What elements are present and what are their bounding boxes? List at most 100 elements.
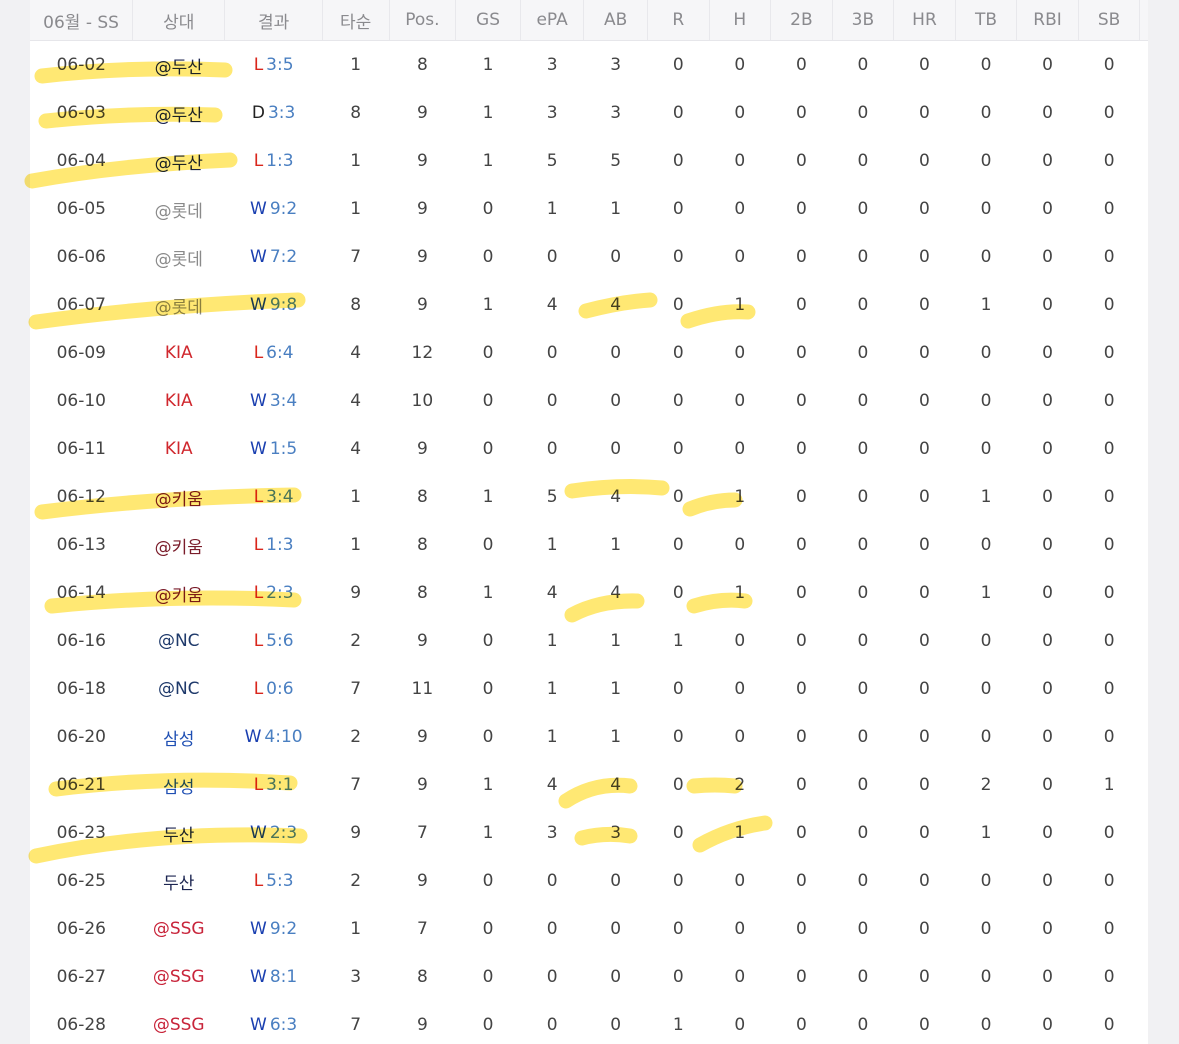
- result-letter: L: [253, 151, 264, 171]
- stat-cell: 4: [610, 487, 622, 507]
- result-letter: W: [250, 1015, 267, 1035]
- stat-cell: 0: [795, 295, 807, 315]
- stat-cell: 0: [857, 151, 869, 171]
- stat-cell: 0: [1103, 679, 1115, 699]
- game-row: 06-28 @SSG W6:3 7 9 0 0 0 1 0 0 0 0 0 0 0 0: [30, 1001, 1148, 1044]
- stat-cell: 1: [350, 55, 362, 75]
- stat-cell: 0: [919, 1015, 930, 1035]
- stat-cell: 0: [795, 439, 807, 459]
- stat-cell: 4: [350, 439, 362, 459]
- stat-cell: 0: [1140, 521, 1148, 569]
- date-cell: 06-20: [56, 727, 106, 747]
- stat-cell: 0: [795, 679, 807, 699]
- stat-cell: 0: [980, 55, 992, 75]
- stat-cell: 0: [1140, 137, 1148, 185]
- result-cell: D 3:3: [225, 89, 322, 137]
- score: 3:5: [266, 55, 294, 75]
- stat-cell: 0: [734, 343, 746, 363]
- stat-cell: 0: [672, 199, 684, 219]
- stat-cell: 0: [610, 247, 622, 267]
- stat-cell: 0: [857, 247, 869, 267]
- column-header: R: [647, 0, 710, 41]
- stat-cell: 0: [546, 343, 558, 363]
- score: 5:6: [266, 631, 294, 651]
- score: 6:3: [269, 1015, 298, 1035]
- stat-cell: 0: [1042, 919, 1053, 939]
- game-row: 06-09 KIA L6:4 4 12 0 0 0 0 0 0 0 0 0 0 0 0: [30, 329, 1148, 377]
- column-header: TB: [955, 0, 1018, 41]
- score: 4:10: [264, 727, 303, 747]
- game-row: 06-25 두산 L5:3 2 9 0 0 0 0 0 0 0 0 0 0 0 0: [30, 857, 1148, 905]
- stat-cell: 0: [482, 679, 494, 699]
- result-letter: W: [250, 295, 267, 315]
- stat-cell: 3: [546, 823, 558, 843]
- stat-cell: 0: [672, 823, 684, 843]
- result-cell: W 2:3: [225, 809, 322, 857]
- stat-cell: 0: [1103, 151, 1115, 171]
- stat-cell: 0: [919, 871, 930, 891]
- stat-cell: 0: [482, 199, 494, 219]
- stat-cell: 0: [1042, 439, 1053, 459]
- stat-cell: 0: [1140, 233, 1148, 281]
- stat-cell: 0: [919, 343, 930, 363]
- game-row: 06-05 @롯데 W9:2 1 9 0 1 1 0 0 0 0 0 0 0 0 0: [30, 185, 1148, 233]
- date-cell: 06-10: [56, 391, 106, 411]
- stat-cell: 0: [672, 871, 684, 891]
- date-cell: 06-13: [56, 535, 106, 555]
- date-cell: 06-27: [56, 967, 106, 987]
- game-row: 06-11 KIA W1:5 4 9 0 0 0 0 0 0 0 0 0 0 0 0: [30, 425, 1148, 473]
- stat-cell: 0: [546, 871, 558, 891]
- date-cell: 06-04: [56, 151, 106, 171]
- game-row: 06-20 삼성 W4:10 2 9 0 1 1 0 0 0 0 0 0 0 0 0: [30, 713, 1148, 761]
- stat-cell: 10: [411, 391, 434, 411]
- stat-cell: 0: [546, 967, 558, 987]
- stat-cell: 0: [857, 823, 869, 843]
- stat-cell: 0: [482, 247, 494, 267]
- stat-cell: 0: [919, 775, 930, 795]
- score: 3:3: [267, 103, 296, 123]
- stat-cell: 8: [416, 535, 428, 555]
- score: 3:4: [266, 487, 294, 507]
- stat-cell: 0: [795, 1015, 807, 1035]
- stat-cell: 0: [1140, 905, 1148, 953]
- stat-cell: 1: [610, 535, 622, 555]
- stat-cell: 0: [795, 823, 807, 843]
- opponent-cell: @두산: [154, 57, 203, 78]
- stat-cell: 0: [482, 967, 494, 987]
- stat-cell: 0: [1140, 329, 1148, 377]
- opponent-cell: @롯데: [154, 297, 203, 318]
- stat-cell: 8: [416, 583, 428, 603]
- stat-cell: 1: [734, 487, 746, 507]
- stat-cell: 1: [546, 631, 558, 651]
- stat-cell: 0: [1140, 617, 1148, 665]
- stat-cell: 0: [1042, 823, 1053, 843]
- stat-cell: 0: [672, 727, 684, 747]
- stat-cell: 0: [857, 391, 869, 411]
- result-cell: W 8:1: [225, 953, 322, 1001]
- result-letter: W: [250, 919, 267, 939]
- result-cell: W 3:4: [225, 377, 322, 425]
- stat-cell: 0: [1042, 391, 1053, 411]
- opponent-cell: @SSG: [152, 919, 205, 939]
- stat-cell: 0: [734, 55, 746, 75]
- stat-cell: 0: [546, 919, 558, 939]
- stat-cell: 0: [672, 535, 684, 555]
- stat-cell: 0: [980, 151, 992, 171]
- stat-cell: 1: [980, 487, 992, 507]
- stat-cell: 0: [980, 391, 992, 411]
- stat-cell: 0: [857, 919, 869, 939]
- stat-cell: 0: [1103, 727, 1115, 747]
- result-cell: W 6:3: [225, 1001, 322, 1044]
- column-header: HR: [893, 0, 956, 41]
- game-row: 06-03 @두산 D3:3 8 9 1 3 3 0 0 0 0 0 0 0 0 0: [30, 89, 1148, 137]
- table-header: 06월 - SS 상대 결과 타순 Pos. GS ePA AB R H 2B 3B HR TB RBI SB…: [30, 0, 1148, 41]
- stat-cell: 4: [610, 295, 622, 315]
- column-header: Pos.: [389, 0, 457, 41]
- stat-cell: 0: [795, 343, 807, 363]
- stat-cell: 0: [672, 151, 684, 171]
- stat-cell: 0: [734, 631, 746, 651]
- stat-cell: 3: [610, 55, 622, 75]
- score: 8:1: [269, 967, 298, 987]
- stat-cell: 0: [980, 439, 992, 459]
